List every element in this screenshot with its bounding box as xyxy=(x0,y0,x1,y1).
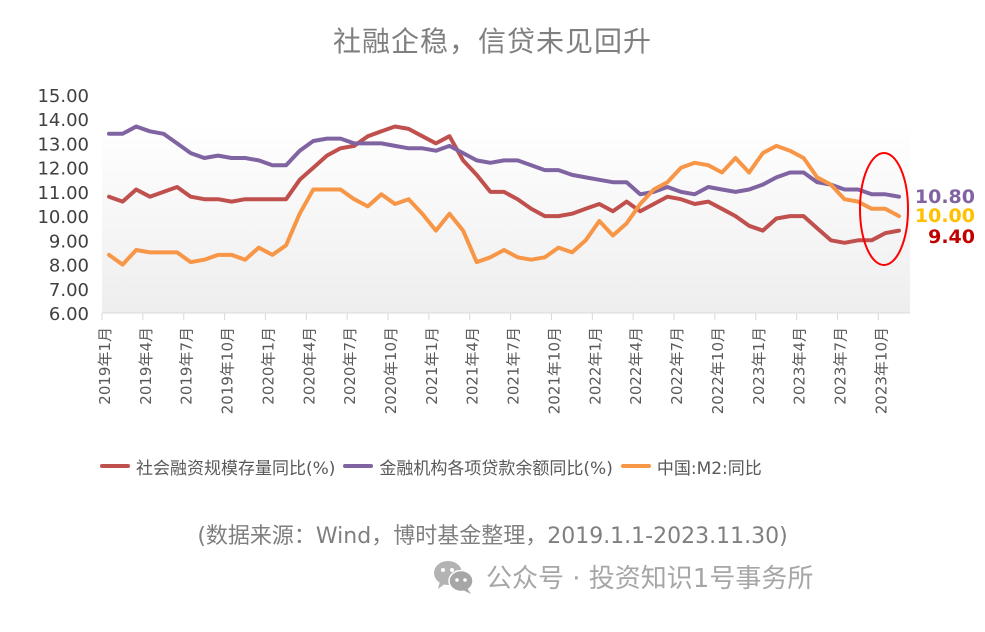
y-tick-label: 11.00 xyxy=(37,183,89,204)
chart-title: 社融企稳，信贷未见回升 xyxy=(332,25,652,58)
x-axis: 2019年1月 2019年4月 2019年7月 2019年10月 2020年1月 2020… xyxy=(96,313,890,414)
legend-label: 金融机构各项贷款余额同比(%) xyxy=(379,458,613,479)
wechat-icon xyxy=(432,559,476,595)
x-tick-label: 2023年7月 xyxy=(831,327,849,405)
y-tick-label: 15.00 xyxy=(37,86,89,107)
y-tick-label: 10.00 xyxy=(37,207,89,228)
end-value-label: 10.00 xyxy=(915,205,975,227)
legend-swatch xyxy=(100,464,130,468)
x-tick-label: 2023年4月 xyxy=(791,327,809,405)
y-tick-label: 7.00 xyxy=(49,280,89,301)
x-tick-label: 2020年1月 xyxy=(259,327,277,405)
end-value-label: 9.40 xyxy=(928,226,975,248)
source-note: (数据来源：Wind，博时基金整理，2019.1.1-2023.11.30) xyxy=(197,524,788,549)
y-tick-label: 12.00 xyxy=(37,159,89,180)
x-tick-label: 2022年4月 xyxy=(627,327,645,405)
legend-item-loans: 金融机构各项贷款余额同比(%) xyxy=(343,454,613,479)
y-axis: 15.00 14.00 13.00 12.00 11.00 10.00 9.00 8.00 7.… xyxy=(37,86,89,325)
x-tick-label: 2023年10月 xyxy=(872,327,890,414)
y-tick-label: 14.00 xyxy=(37,110,89,131)
y-tick-label: 9.00 xyxy=(49,231,89,252)
x-tick-label: 2020年4月 xyxy=(300,327,318,405)
x-tick-label: 2022年7月 xyxy=(668,327,686,405)
legend: 社会融资规模存量同比(%) 金融机构各项贷款余额同比(%) 中国:M2:同比 xyxy=(100,452,920,480)
x-tick-label: 2019年7月 xyxy=(178,327,196,405)
legend-item-social-financing: 社会融资规模存量同比(%) xyxy=(100,454,335,479)
watermark: 公众号 · 投资知识1号事务所 xyxy=(432,558,813,595)
x-tick-label: 2023年1月 xyxy=(750,327,768,405)
legend-item-m2: 中国:M2:同比 xyxy=(620,454,762,479)
x-tick-label: 2019年10月 xyxy=(219,327,237,414)
y-tick-label: 13.00 xyxy=(37,134,89,155)
legend-swatch xyxy=(620,464,651,468)
x-tick-label: 2021年10月 xyxy=(545,327,563,414)
x-tick-label: 2021年1月 xyxy=(423,327,441,405)
highlight-ellipse xyxy=(859,152,909,266)
legend-label: 中国:M2:同比 xyxy=(656,458,762,479)
x-tick-label: 2021年4月 xyxy=(464,327,482,405)
y-tick-label: 6.00 xyxy=(49,304,89,325)
line-chart: 15.00 14.00 13.00 12.00 11.00 10.00 9.00 8.00 7.… xyxy=(37,86,975,414)
x-tick-label: 2019年4月 xyxy=(137,327,155,405)
legend-swatch xyxy=(343,464,374,468)
x-tick-label: 2022年10月 xyxy=(709,327,727,414)
y-tick-label: 8.00 xyxy=(49,256,89,277)
x-tick-label: 2022年1月 xyxy=(586,327,604,405)
x-tick-label: 2019年1月 xyxy=(96,327,114,405)
legend-label: 社会融资规模存量同比(%) xyxy=(136,458,336,479)
end-value-label: 10.80 xyxy=(915,186,975,208)
watermark-text: 公众号 · 投资知识1号事务所 xyxy=(486,564,814,594)
x-tick-label: 2020年7月 xyxy=(341,327,359,405)
x-tick-label: 2021年7月 xyxy=(505,327,523,405)
x-tick-label: 2020年10月 xyxy=(382,327,400,414)
